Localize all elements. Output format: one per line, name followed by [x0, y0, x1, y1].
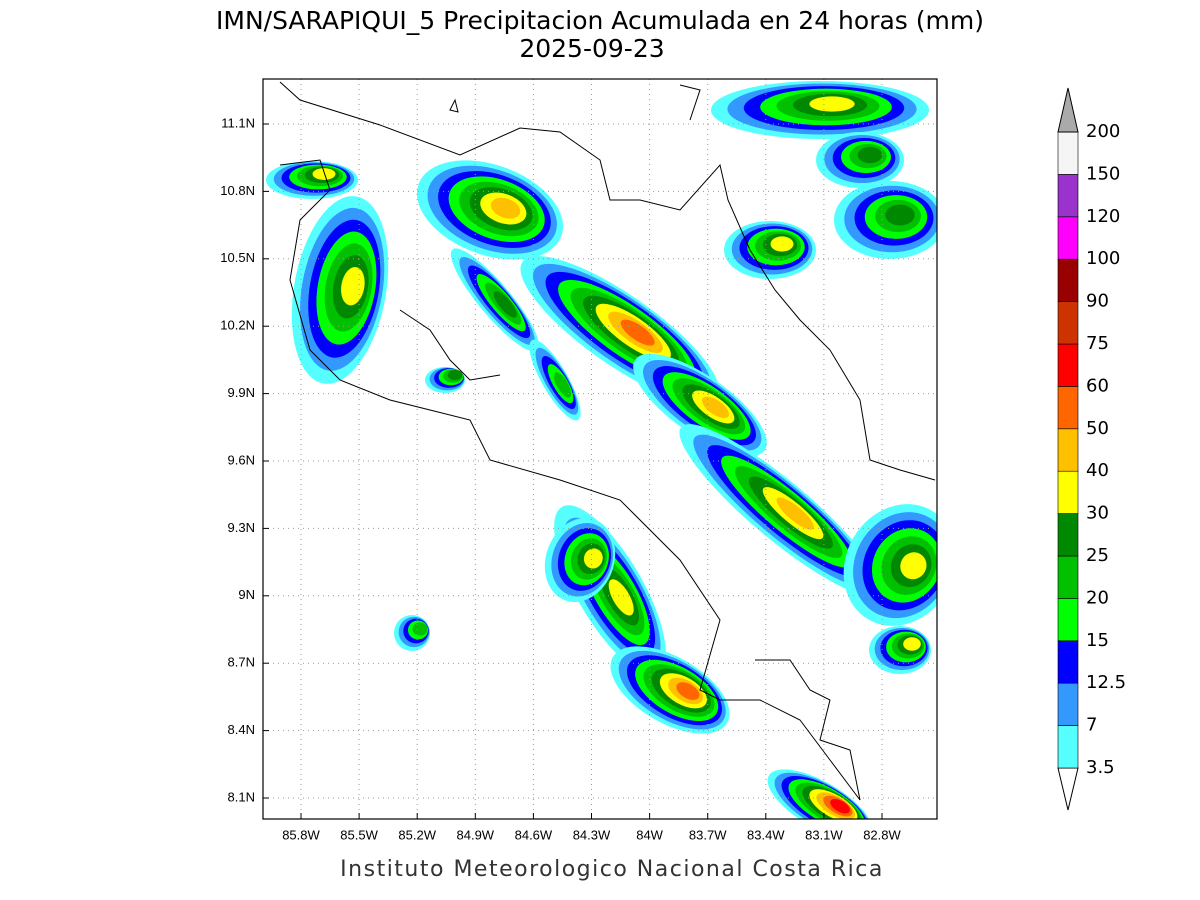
rain-area [809, 96, 855, 112]
rain-area [620, 319, 655, 346]
rain-area [770, 236, 794, 252]
x-tick-label: 84.3W [573, 827, 611, 842]
rain-area [553, 372, 572, 398]
rain-area [341, 266, 365, 306]
colorbar-swatch [1057, 301, 1079, 345]
rain-area [900, 552, 927, 580]
colorbar-swatch [1057, 131, 1079, 175]
colorbar-label: 12.5 [1086, 672, 1126, 693]
colorbar-swatch [1057, 258, 1079, 302]
title: IMN/SARAPIQUI_5 Precipitacion Acumulada … [216, 6, 984, 35]
y-tick-label: 9N [238, 587, 255, 602]
colorbar-swatch [1057, 174, 1079, 218]
rain-area [857, 146, 883, 164]
y-tick-label: 9.6N [228, 452, 255, 467]
precip-field [266, 81, 937, 819]
colorbar-label: 75 [1086, 333, 1109, 354]
colorbar-over [1057, 87, 1079, 133]
colorbar-swatch [1057, 682, 1079, 726]
colorbar-label: 30 [1086, 503, 1109, 524]
y-tick-label: 8.4N [228, 722, 255, 737]
rain-area [490, 197, 521, 219]
rain-area [493, 291, 517, 318]
x-tick-label: 85.5W [340, 827, 378, 842]
colorbar-label: 50 [1086, 418, 1109, 439]
y-tick-label: 10.2N [220, 318, 255, 333]
rain-area [312, 168, 336, 180]
colorbar-label: 3.5 [1086, 757, 1115, 778]
colorbar-swatch [1057, 640, 1079, 684]
x-tick-label: 85.8W [282, 827, 320, 842]
colorbar-swatch [1057, 555, 1079, 599]
x-tick-label: 83.1W [805, 827, 843, 842]
colorbar-label: 7 [1086, 715, 1097, 736]
x-tick-label: 84.6W [515, 827, 553, 842]
rain-area [583, 548, 603, 569]
y-tick-label: 8.1N [228, 789, 255, 804]
colorbar-label: 15 [1086, 630, 1109, 651]
colorbar-swatch [1057, 470, 1079, 514]
colorbar-label: 200 [1086, 121, 1120, 142]
rain-area [776, 497, 814, 530]
footer: Instituto Meteorologico Nacional Costa R… [340, 857, 884, 882]
colorbar: 3.5 7 12.5 15 20 25 30 40 50 60 75 90 100 120 150 200 [1057, 87, 1126, 811]
colorbar-under [1057, 767, 1079, 811]
x-tick-label: 83.7W [689, 827, 727, 842]
y-tick-label: 9.9N [228, 385, 255, 400]
coastlines [279, 81, 936, 801]
colorbar-swatch [1057, 386, 1079, 430]
x-tick-label: 84W [636, 827, 663, 842]
y-tick-label: 11.1N [221, 115, 255, 130]
date: 2025-09-23 [519, 34, 664, 63]
y-tick-label: 9.3N [228, 520, 255, 535]
colorbar-label: 25 [1086, 545, 1109, 566]
colorbar-label: 60 [1086, 375, 1109, 396]
rain-area [676, 682, 700, 700]
colorbar-label: 150 [1086, 163, 1120, 184]
colorbar-label: 40 [1086, 460, 1109, 481]
x-tick-label: 82.8W [863, 827, 901, 842]
colorbar-label: 120 [1086, 206, 1120, 227]
rain-area [701, 396, 730, 419]
colorbar-label: 100 [1086, 248, 1120, 269]
y-tick-label: 8.7N [228, 655, 255, 670]
colorbar-swatch [1057, 216, 1079, 260]
map-frame [262, 78, 938, 820]
colorbar-swatch [1057, 343, 1079, 387]
colorbar-swatch [1057, 725, 1079, 769]
y-tick-label: 10.5N [220, 250, 255, 265]
rain-area [608, 579, 634, 616]
colorbar-swatch [1057, 598, 1079, 642]
x-tick-label: 83.4W [747, 827, 785, 842]
y-tick-label: 10.8N [220, 183, 255, 198]
colorbar-swatch [1057, 513, 1079, 557]
x-tick-label: 84.9W [457, 827, 495, 842]
grid: 85.8W 85.5W 85.2W 84.9W 84.6W 84.3W 84W 83.7W 83… [220, 79, 937, 842]
rain-area [903, 637, 921, 651]
rain-area [447, 369, 463, 381]
rain-area [885, 204, 915, 226]
rain-area [412, 622, 428, 636]
x-tick-label: 85.2W [398, 827, 436, 842]
colorbar-label: 20 [1086, 587, 1109, 608]
rain-area [830, 798, 850, 814]
colorbar-label: 90 [1086, 291, 1109, 312]
colorbar-swatch [1057, 428, 1079, 472]
